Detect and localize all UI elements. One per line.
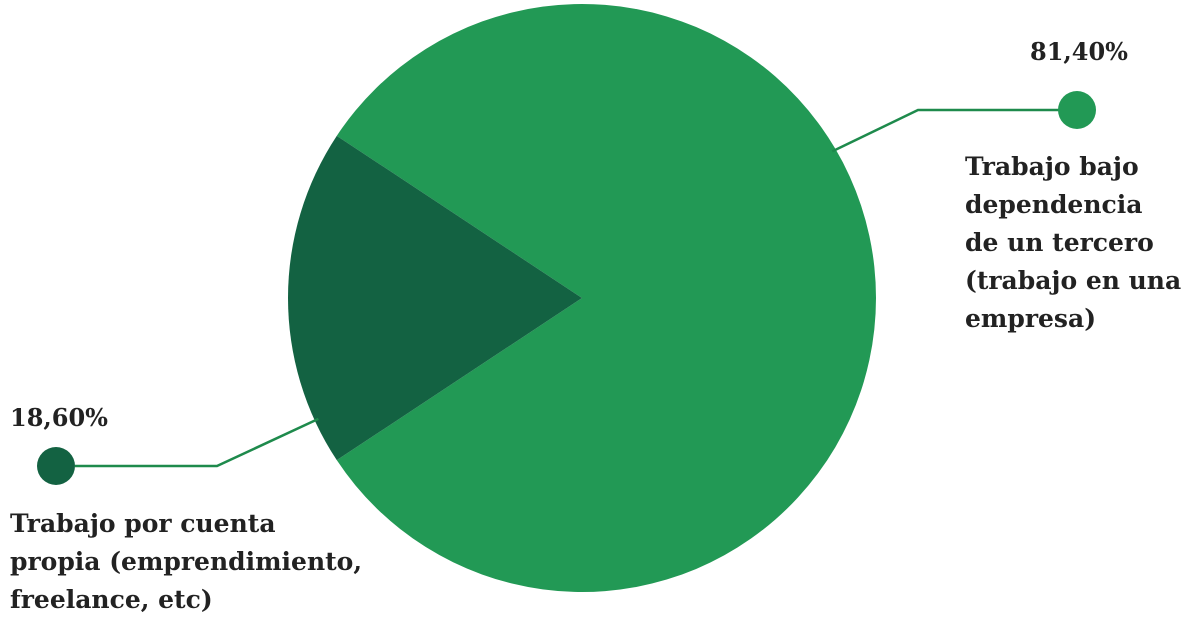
slice-category-label-employee: Trabajo bajo dependencia de un tercero (… bbox=[965, 152, 1182, 333]
leader-line-employee bbox=[831, 108, 1060, 153]
pie-slice-self-employed bbox=[288, 135, 582, 461]
slice-value-label-employee: 81,40% bbox=[1030, 37, 1128, 66]
legend-marker-self-employed bbox=[37, 447, 75, 485]
slice-value-label-self-employed: 18,60% bbox=[10, 403, 108, 432]
legend-marker-employee bbox=[1058, 91, 1096, 129]
slice-category-label-self-employed: Trabajo por cuenta propia (emprendimient… bbox=[10, 509, 363, 614]
leader-line-self-employed bbox=[75, 417, 319, 468]
pie-slice-employee bbox=[336, 4, 877, 592]
